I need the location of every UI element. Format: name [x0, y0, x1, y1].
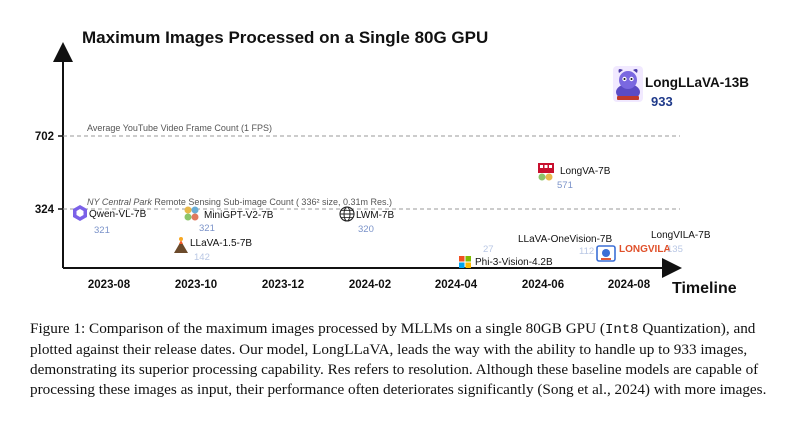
point-label: MiniGPT-V2-7B: [204, 210, 274, 221]
point-longvila-7b: LONGVILA LongVILA-7B 135: [619, 230, 711, 255]
point-lwm-7b: LWM-7B 320: [339, 206, 394, 235]
point-label: LongVA-7B: [560, 166, 611, 177]
x-tick-label: 2023-10: [175, 279, 217, 291]
ref-label-702: Average YouTube Video Frame Count (1 FPS…: [87, 123, 272, 133]
ref-label-324-rest: Remote Sensing Sub-image Count ( 336² si…: [152, 197, 392, 207]
ref-label-324-italic: NY Central Park: [87, 197, 152, 207]
x-tick-label: 2024-06: [522, 279, 564, 291]
microsoft-logo-icon: [459, 256, 471, 268]
x-tick-label: 2024-08: [608, 279, 651, 291]
point-label: LWM-7B: [356, 210, 394, 221]
point-label: LongLLaVA-13B: [645, 75, 749, 90]
minigpt-logo-icon: [184, 206, 199, 221]
figure-caption: Figure 1: Comparison of the maximum imag…: [30, 319, 775, 400]
longva-logo-icon: [538, 163, 554, 181]
caption-part2: Quantization), and plotted against their…: [30, 320, 767, 398]
point-label: Qwen-VL-7B: [89, 209, 147, 220]
chart-title: Maximum Images Processed on a Single 80G…: [82, 28, 488, 47]
globe-icon: [339, 206, 355, 222]
longvila-logo-icon: LONGVILA: [619, 244, 671, 255]
point-longva-7b: LongVA-7B 571: [538, 163, 611, 191]
x-tick-label: 2024-02: [349, 279, 391, 291]
point-value: 142: [194, 252, 210, 263]
point-value: 933: [651, 94, 673, 109]
longvila-logo-text: LONGVILA: [619, 244, 671, 255]
x-tick-label: 2024-04: [435, 279, 478, 291]
point-qwen-vl-7b: Qwen-VL-7B 321: [73, 205, 147, 236]
onevision-logo-icon: [596, 245, 616, 262]
y-tick-label-324: 324: [35, 204, 55, 216]
point-value: 571: [557, 180, 573, 191]
point-value: 135: [667, 244, 683, 255]
point-value: 320: [358, 224, 374, 235]
qwen-logo-icon: [73, 205, 87, 221]
x-tick-label: 2023-08: [88, 279, 131, 291]
point-phi-3-vision-4-2b: Phi-3-Vision-4.2B 27: [459, 244, 553, 268]
caption-code: Int8: [604, 322, 639, 338]
point-value: 27: [483, 244, 494, 255]
point-value: 112: [579, 246, 594, 257]
point-minigpt-v2-7b: MiniGPT-V2-7B 321: [184, 206, 274, 234]
x-axis-label: Timeline: [672, 280, 737, 297]
point-value: 321: [94, 225, 110, 236]
point-label: LLaVA-OneVision-7B: [518, 234, 612, 245]
point-value: 321: [199, 223, 215, 234]
y-tick-label-702: 702: [35, 131, 54, 143]
chart: Maximum Images Processed on a Single 80G…: [35, 28, 749, 297]
x-tick-label: 2023-12: [262, 279, 304, 291]
llava-volcano-icon: [174, 237, 188, 253]
point-llava-1-5-7b: LLaVA-1.5-7B 142: [174, 237, 252, 263]
longllava-mascot-icon: [613, 66, 643, 102]
point-label: LLaVA-1.5-7B: [190, 238, 252, 249]
caption-part1: Figure 1: Comparison of the maximum imag…: [30, 320, 605, 337]
point-llava-onevision-7b: LLaVA-OneVision-7B 112: [518, 234, 616, 262]
ref-label-324: NY Central Park Remote Sensing Sub-image…: [87, 197, 392, 207]
point-longllava-13b: LongLLaVA-13B 933: [613, 66, 749, 109]
point-label: Phi-3-Vision-4.2B: [475, 257, 553, 268]
point-label: LongVILA-7B: [651, 230, 711, 241]
